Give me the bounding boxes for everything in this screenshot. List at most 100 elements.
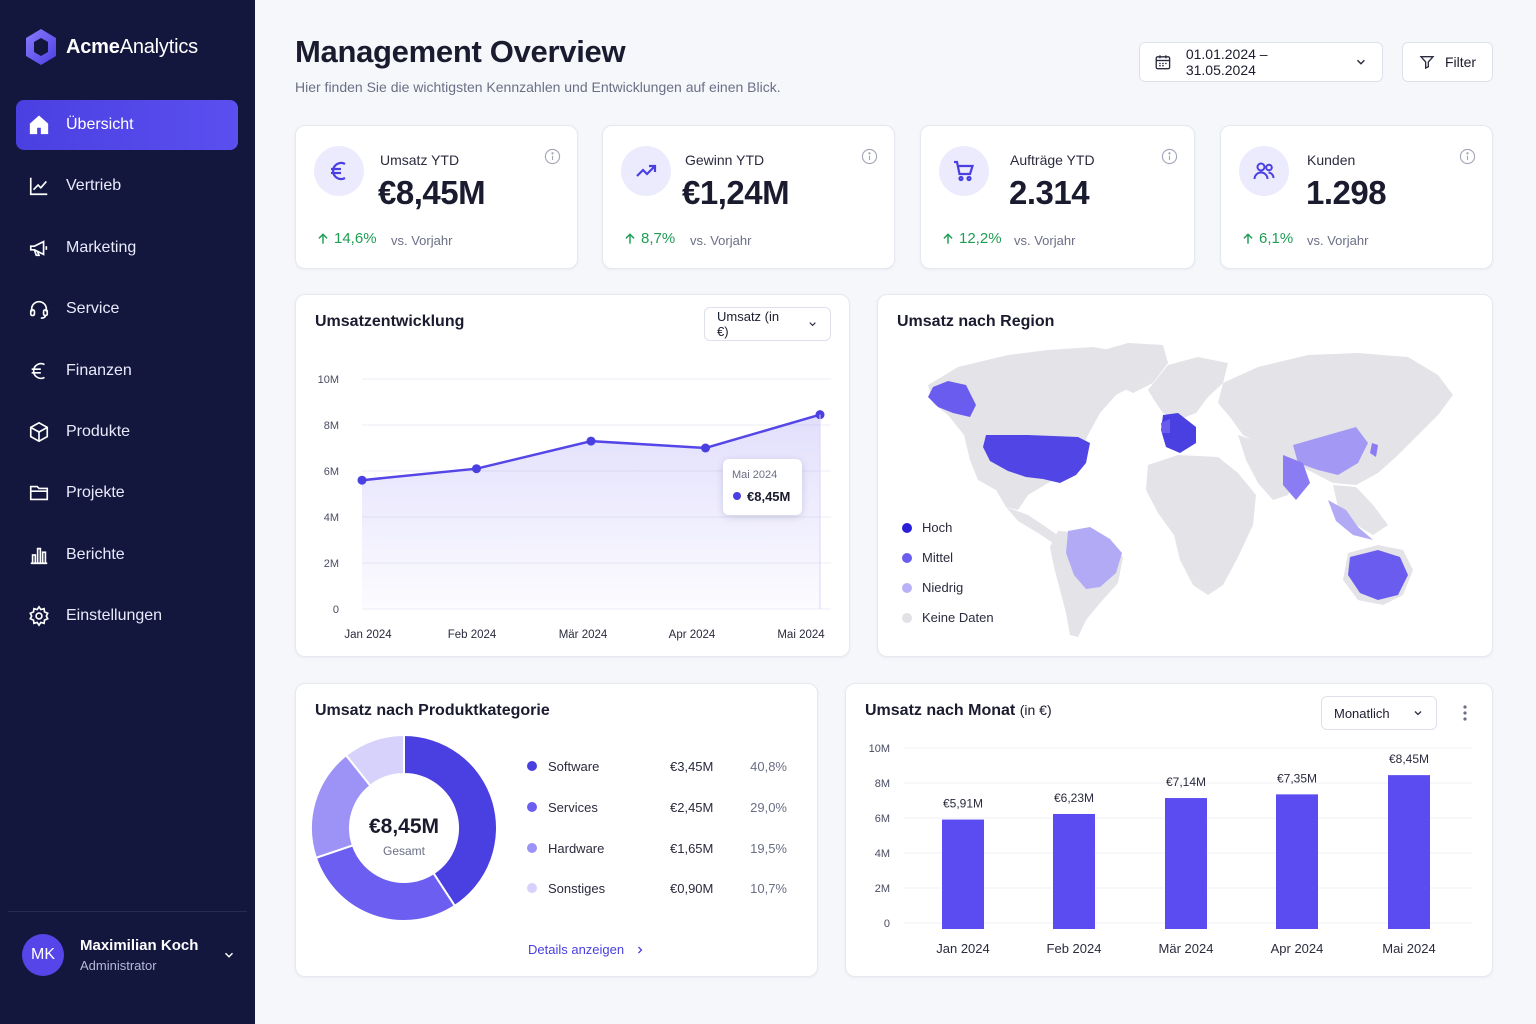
euro-icon — [28, 360, 50, 382]
bar — [1053, 813, 1095, 929]
bar — [942, 819, 984, 929]
world-map[interactable] — [878, 295, 1494, 658]
bar-value-label: €7,35M — [1277, 771, 1317, 785]
donut-total-label: Gesamt — [382, 844, 425, 858]
tooltip-month: Mai 2024 — [732, 469, 778, 481]
category-row-hardware[interactable]: Hardware €1,65M 19,5% — [527, 839, 787, 859]
card-title: Umsatz nach Monat (in €) — [865, 702, 1052, 719]
x-tick-label: Jan 2024 — [344, 629, 392, 641]
bar-value-label: €8,45M — [1389, 752, 1429, 766]
kpi-change: 6,1% — [1241, 230, 1293, 247]
megaphone-icon — [28, 237, 50, 259]
arrow-up-icon — [1243, 232, 1253, 244]
more-options-icon[interactable] — [1462, 704, 1468, 722]
legend-item-keine-daten: Keine Daten — [902, 610, 994, 625]
kpi-card-kunden: Kunden 1.298 6,1% vs. Vorjahr — [1220, 125, 1493, 269]
arrow-up-icon — [318, 232, 328, 244]
select-value: Umsatz (in €) — [717, 309, 780, 339]
region-uk — [1161, 419, 1170, 433]
tooltip-dot — [733, 492, 741, 500]
box-icon — [28, 421, 50, 443]
data-point — [701, 443, 710, 453]
y-tick-label: 10M — [318, 374, 339, 386]
x-tick-label: Feb 2024 — [448, 629, 497, 641]
category-row-software[interactable]: Software €3,45M 40,8% — [527, 757, 787, 777]
y-tick-label: 0 — [333, 604, 339, 616]
category-card: Umsatz nach Produktkategorie €8,45M Gesa… — [295, 683, 818, 977]
category-row-services[interactable]: Services €2,45M 29,0% — [527, 798, 787, 818]
kpi-card-umsatz: Umsatz YTD €8,45M 14,6% vs. Vorjahr — [295, 125, 578, 269]
date-range-picker[interactable]: 01.01.2024 – 31.05.2024 — [1139, 42, 1383, 82]
sidebar-item-marketing[interactable]: Marketing — [16, 223, 238, 273]
app-logo[interactable]: AcmeAnalytics — [24, 28, 198, 66]
folder-icon — [28, 482, 50, 504]
sidebar-item-uebersicht[interactable]: Übersicht — [16, 100, 238, 150]
card-title: Umsatz nach Produktkategorie — [315, 702, 550, 719]
sidebar-item-service[interactable]: Service — [16, 284, 238, 334]
region-australia — [1348, 550, 1408, 600]
category-row-sonstiges[interactable]: Sonstiges €0,90M 10,7% — [527, 879, 787, 899]
donut-slice — [344, 733, 405, 788]
sidebar-item-finanzen[interactable]: Finanzen — [16, 346, 238, 396]
region-asia — [1218, 353, 1453, 485]
info-icon[interactable] — [861, 148, 878, 165]
kpi-value: €1,24M — [682, 174, 790, 211]
region-north-america — [928, 347, 1148, 510]
y-tick-label: 2M — [875, 883, 890, 895]
bar — [1165, 798, 1207, 929]
period-select[interactable]: Monatlich — [1321, 696, 1437, 730]
monthly-bar-chart: 0 2M 4M 6M 8M 10M €5,91M Jan 2024 €6,23M Feb 2024… — [869, 743, 1472, 956]
region-india — [1283, 455, 1310, 500]
x-tick-label: Feb 2024 — [1047, 941, 1102, 956]
details-link[interactable]: Details anzeigen — [528, 942, 646, 957]
filter-button[interactable]: Filter — [1402, 42, 1493, 82]
trend-up-icon — [621, 146, 671, 196]
sidebar-item-produkte[interactable]: Produkte — [16, 407, 238, 457]
page-subtitle: Hier finden Sie die wichtigsten Kennzahl… — [295, 79, 781, 95]
metric-select[interactable]: Umsatz (in €) — [704, 307, 831, 341]
y-tick-label: 10M — [869, 743, 890, 755]
select-value: Monatlich — [1334, 705, 1390, 721]
region-map-card: Umsatz nach Region — [877, 294, 1493, 657]
x-tick-label: Mär 2024 — [559, 629, 608, 641]
region-greenland — [1093, 343, 1168, 393]
sidebar-item-projekte[interactable]: Projekte — [16, 468, 238, 518]
region-se-asia-colored — [1328, 500, 1373, 540]
data-point — [357, 475, 367, 485]
kpi-value: €8,45M — [378, 174, 486, 211]
calendar-icon — [1155, 55, 1171, 70]
filter-icon — [1419, 56, 1435, 70]
info-icon[interactable] — [1459, 148, 1476, 165]
bar-chart-icon — [28, 544, 50, 566]
gear-icon — [28, 605, 50, 627]
tooltip-value: €8,45M — [747, 489, 791, 504]
kpi-label: Kunden — [1307, 152, 1356, 168]
region-usa — [983, 435, 1090, 483]
chevron-right-icon — [638, 946, 643, 953]
x-tick-label: Jan 2024 — [936, 941, 990, 956]
sidebar-item-berichte[interactable]: Berichte — [16, 530, 238, 580]
sidebar-item-vertrieb[interactable]: Vertrieb — [16, 161, 238, 211]
kpi-card-gewinn: Gewinn YTD €1,24M 8,7% vs. Vorjahr — [602, 125, 895, 269]
chevron-down-icon — [809, 322, 816, 327]
info-icon[interactable] — [544, 148, 561, 165]
trend-chart-icon — [28, 175, 50, 197]
region-southeast-asia — [1333, 485, 1388, 535]
region-alaska — [928, 381, 976, 417]
sidebar-item-label: Projekte — [66, 484, 125, 502]
sidebar-item-label: Service — [66, 300, 120, 318]
hexagon-logo-icon — [26, 29, 56, 65]
chevron-down-icon[interactable] — [222, 948, 236, 962]
y-tick-label: 6M — [875, 813, 890, 825]
monthly-revenue-card: Umsatz nach Monat (in €) Monatlich 0 2M 4M… — [845, 683, 1493, 977]
sidebar-item-einstellungen[interactable]: Einstellungen — [16, 591, 238, 641]
kpi-label: Aufträge YTD — [1010, 152, 1095, 168]
y-tick-label: 4M — [324, 512, 339, 524]
euro-icon — [314, 146, 364, 196]
sidebar-nav: Übersicht Vertrieb Marketing Service Fin… — [16, 100, 238, 653]
info-icon[interactable] — [1161, 148, 1178, 165]
page-title: Management Overview — [295, 34, 626, 69]
kpi-compare: vs. Vorjahr — [1307, 233, 1369, 248]
user-profile[interactable]: MK Maximilian Koch Administrator — [22, 934, 240, 976]
region-brazil — [1066, 527, 1122, 589]
